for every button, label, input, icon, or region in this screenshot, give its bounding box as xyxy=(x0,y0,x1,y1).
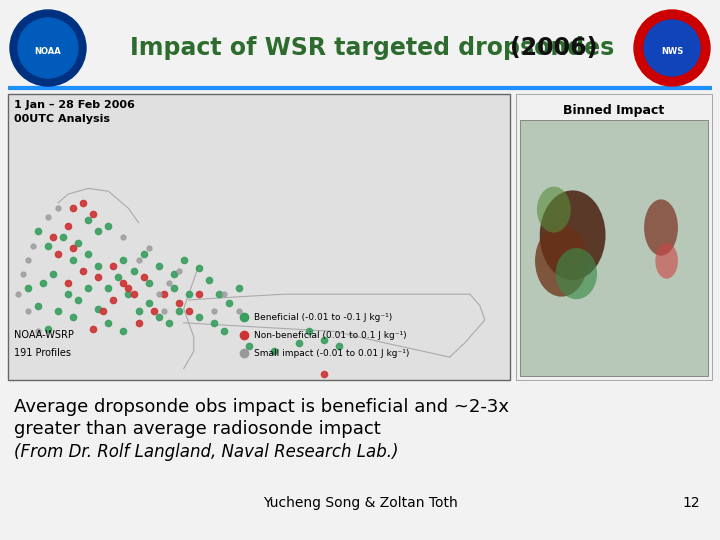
Bar xyxy=(8,94,510,380)
Text: 1 Jan – 28 Feb 2006: 1 Jan – 28 Feb 2006 xyxy=(14,100,135,110)
Text: (2006): (2006) xyxy=(510,36,598,60)
Text: (From Dr. Rolf Langland, Naval Research Lab.): (From Dr. Rolf Langland, Naval Research … xyxy=(14,443,398,461)
Text: 00UTC Analysis: 00UTC Analysis xyxy=(14,114,110,124)
Text: Yucheng Song & Zoltan Toth: Yucheng Song & Zoltan Toth xyxy=(263,496,457,510)
Ellipse shape xyxy=(535,225,588,296)
Circle shape xyxy=(634,10,710,86)
Text: Beneficial (-0.01 to -0.1 J kg⁻¹): Beneficial (-0.01 to -0.1 J kg⁻¹) xyxy=(254,313,392,322)
Text: NOAA-WSRP: NOAA-WSRP xyxy=(14,330,74,340)
Ellipse shape xyxy=(540,191,606,280)
Circle shape xyxy=(644,20,700,76)
Text: NOAA: NOAA xyxy=(35,48,61,57)
Circle shape xyxy=(18,18,78,78)
Text: NWS: NWS xyxy=(661,48,683,57)
Ellipse shape xyxy=(655,243,678,279)
Circle shape xyxy=(10,10,86,86)
Bar xyxy=(520,120,708,376)
Text: Average dropsonde obs impact is beneficial and ~2-3x: Average dropsonde obs impact is benefici… xyxy=(14,398,509,416)
Text: Small impact (-0.01 to 0.01 J kg⁻¹): Small impact (-0.01 to 0.01 J kg⁻¹) xyxy=(254,349,409,357)
Text: greater than average radiosonde impact: greater than average radiosonde impact xyxy=(14,420,381,438)
Ellipse shape xyxy=(644,199,678,255)
Ellipse shape xyxy=(537,186,571,233)
Text: Binned Impact: Binned Impact xyxy=(563,104,665,117)
Bar xyxy=(516,94,712,380)
Ellipse shape xyxy=(556,248,597,299)
Text: Non-beneficial (0.01 to 0.1 J kg⁻¹): Non-beneficial (0.01 to 0.1 J kg⁻¹) xyxy=(254,330,407,340)
Text: 191 Profiles: 191 Profiles xyxy=(14,348,71,358)
Text: Impact of WSR targeted dropsondes: Impact of WSR targeted dropsondes xyxy=(130,36,614,60)
Text: 12: 12 xyxy=(683,496,700,510)
